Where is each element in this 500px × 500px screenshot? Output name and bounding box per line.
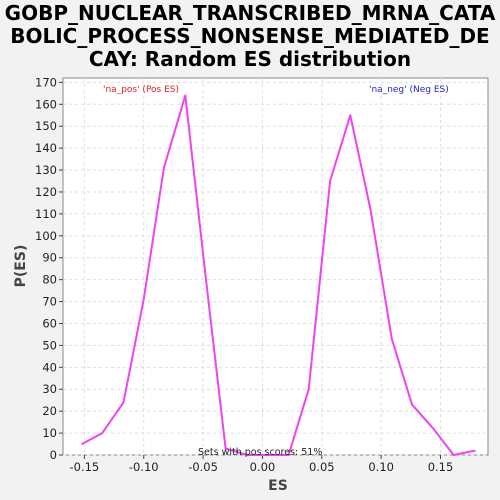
x-tick-label: -0.05 [188,460,218,474]
data-point [163,167,165,169]
x-tick-label: 0.10 [368,460,394,474]
data-point [184,94,187,97]
x-tick-label: 0.15 [428,460,454,474]
chart-title-line-2: BOLIC_PROCESS_NONSENSE_MEDIATED_DE [10,24,490,48]
data-point [246,454,248,456]
y-tick-label: 50 [42,338,57,352]
y-tick-label: 80 [42,273,57,287]
y-axis-ticks: 0 10 20 30 40 50 60 70 80 90 100 110 120 130 140 150 160… [35,75,63,462]
neg-es-label: 'na_neg' (Neg ES) [369,85,449,95]
x-tick-label: 0.00 [250,460,276,474]
y-tick-label: 110 [35,207,57,221]
y-tick-label: 140 [35,141,57,155]
y-tick-label: 0 [50,448,57,462]
data-point [101,432,103,434]
pos-es-label: 'na_pos' (Pos ES) [103,85,179,95]
plot-area [62,77,489,456]
data-point [349,114,352,117]
y-tick-label: 90 [42,251,57,265]
data-point [266,454,268,456]
y-tick-label: 60 [42,316,57,330]
y-tick-label: 150 [35,119,57,133]
y-tick-label: 10 [42,426,57,440]
x-axis-ticks: -0.15 -0.10 -0.05 0.00 0.05 0.10 0.15 [69,455,453,474]
y-tick-label: 130 [35,163,57,177]
data-point [224,447,227,450]
y-tick-label: 30 [42,382,57,396]
data-point [474,449,476,452]
series-group [81,94,476,456]
y-tick-label: 20 [42,404,57,418]
data-point [411,403,413,406]
data-point [432,427,435,430]
y-axis-label: P(ES) [13,245,29,288]
y-tick-label: 170 [35,75,57,89]
data-point [369,208,372,211]
x-tick-label: -0.15 [69,460,99,474]
data-point [452,454,455,456]
data-point [122,401,125,404]
x-axis-label: ES [268,478,288,494]
chart-title-line-1: GOBP_NUCLEAR_TRANSCRIBED_MRNA_CATA [4,1,496,25]
chart-title: GOBP_NUCLEAR_TRANSCRIBED_MRNA_CATA BOLIC… [0,2,500,71]
data-point [204,274,207,277]
x-tick-label: -0.10 [129,460,159,474]
data-point [81,443,83,445]
y-tick-label: 100 [35,229,57,243]
data-point [142,298,145,301]
y-tick-label: 120 [35,185,57,199]
data-point [287,454,290,456]
data-point [329,180,331,182]
data-point [391,338,393,340]
x-tick-label: 0.05 [309,460,335,474]
y-tick-label: 160 [35,97,57,111]
es-distribution-line [81,94,476,456]
y-tick-label: 70 [42,295,57,309]
y-tick-label: 40 [42,360,57,374]
data-point [307,388,310,391]
footer-note: Sets with pos scores: 51% [198,447,322,458]
chart-title-line-3: CAY: Random ES distribution [88,47,412,71]
